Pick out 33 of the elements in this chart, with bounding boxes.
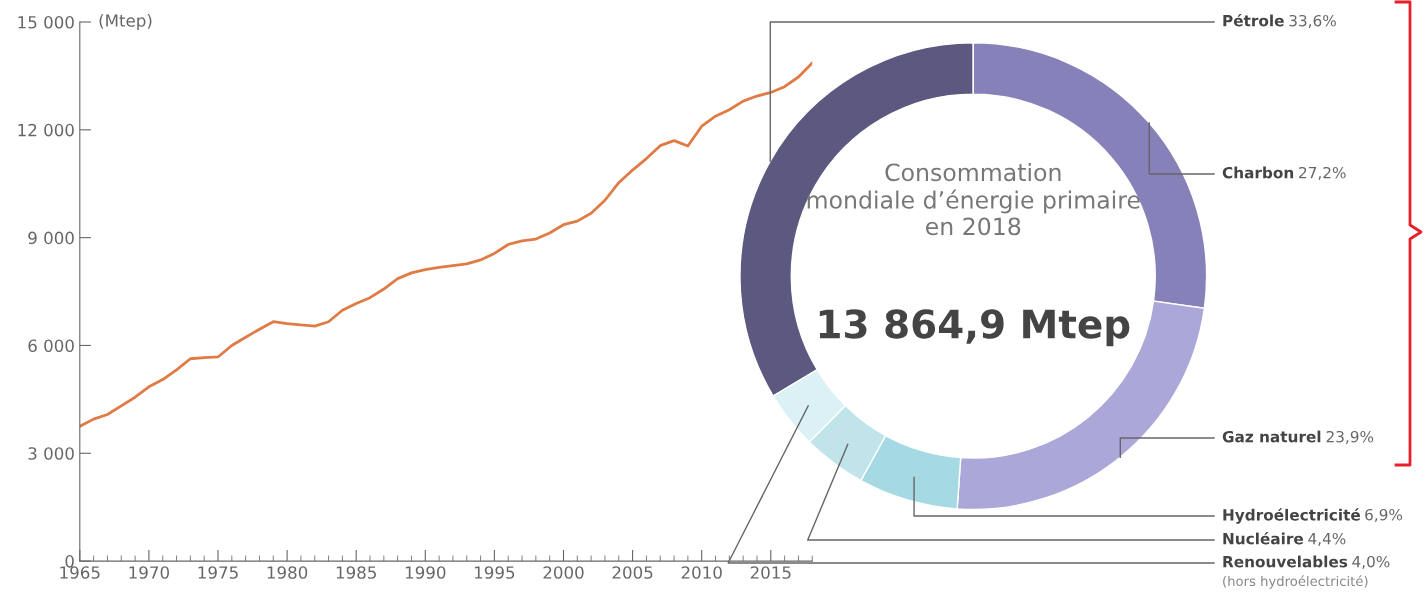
- text: Consommation mondiale d’énergie primaire en 2018: [807, 162, 1140, 236]
- y-tick-label: 0: [65, 555, 74, 568]
- text: (hors hydroélectricité): [1223, 575, 1368, 589]
- x-tick-label: 1985: [336, 566, 376, 579]
- x-tick-label: 1970: [129, 566, 169, 579]
- slice-label: Pétrole: [1223, 14, 1284, 27]
- x-tick-label: 2000: [543, 566, 584, 579]
- data-label: 27,2%: [1299, 166, 1346, 180]
- text: 13 864,9 Mtep: [819, 309, 1130, 347]
- data-label: 6,9%: [1365, 508, 1403, 522]
- x-tick-label: 2010: [681, 566, 722, 579]
- slice-label: Nucléaire: [1223, 532, 1304, 545]
- y-tick-label: 3 000: [28, 447, 74, 460]
- x-tick-label: 1965: [60, 566, 100, 579]
- data-label: 23,9%: [1326, 430, 1374, 444]
- x-tick-label: 1980: [267, 566, 308, 579]
- slice-label: Gaz naturel: [1222, 430, 1321, 443]
- y-tick-label: 6 000: [28, 339, 74, 353]
- data-label: 33,6%: [1289, 14, 1336, 28]
- y-tick-label: 9 000: [28, 231, 74, 245]
- x-tick-label: 1990: [405, 566, 446, 579]
- data-label: 4,4%: [1308, 532, 1346, 546]
- data-label: 4,0%: [1352, 555, 1390, 569]
- y-tick-label: 15 000: [18, 15, 74, 29]
- x-tick-label: 1975: [198, 566, 238, 579]
- y-tick-label: 12 000: [18, 123, 74, 137]
- x-tick-label: 2015: [750, 566, 791, 579]
- slice-label: Renouvelables: [1223, 555, 1348, 568]
- x-tick-label: 2005: [612, 566, 653, 579]
- slice-label: Charbon: [1222, 166, 1294, 179]
- x-tick-label: 1995: [475, 566, 515, 579]
- y-axis-title: (Mtep): [99, 13, 152, 31]
- slice-label: Hydroélectricité: [1223, 508, 1361, 524]
